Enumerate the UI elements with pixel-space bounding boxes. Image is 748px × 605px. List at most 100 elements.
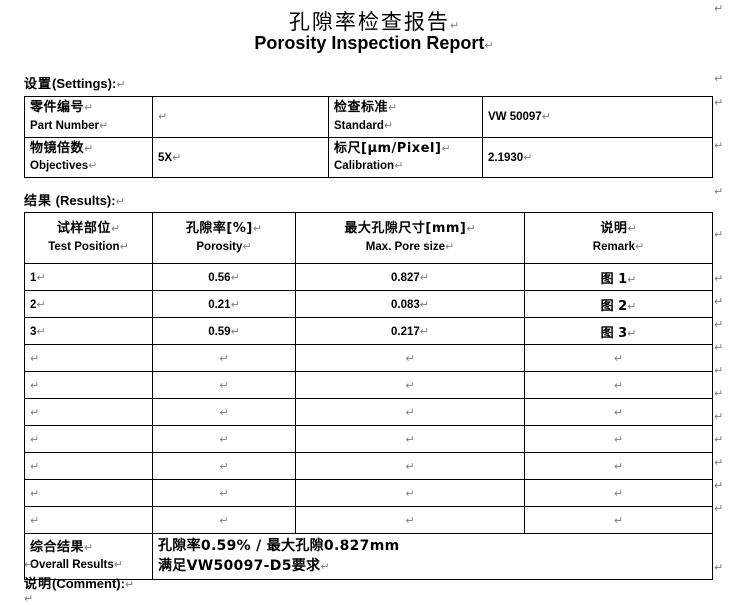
cell-max-pore-size[interactable]: ↵ [295, 398, 525, 426]
margin-pilcrow: ↵ [714, 433, 724, 446]
pilcrow: ↵ [541, 110, 551, 124]
pilcrow: ↵ [219, 351, 229, 365]
cell-test-position[interactable]: ↵ [24, 479, 153, 507]
cell-remark[interactable]: ↵ [524, 398, 713, 426]
settings-value-standard[interactable]: VW 50097↵ [482, 96, 713, 138]
cell-remark[interactable]: 图 2↵ [524, 290, 713, 318]
pilcrow: ↵ [110, 222, 121, 236]
cell-test-position[interactable]: ↵ [24, 344, 153, 372]
table-row: 1↵ 0.56↵ 0.827↵ 图 1↵ [24, 263, 713, 291]
pilcrow: ↵ [613, 459, 624, 473]
settings-value-objectives[interactable]: 5X↵ [152, 136, 329, 179]
margin-pilcrow: ↵ [714, 2, 724, 15]
cell-remark[interactable]: 图 1↵ [524, 263, 713, 291]
comment-heading-cn: 说明 [24, 577, 53, 592]
cell-test-position[interactable]: 3↵ [24, 317, 153, 345]
comment-body-pilcrow: ↵ [24, 592, 34, 605]
pilcrow: ↵ [36, 297, 46, 311]
table-row: ↵ ↵ ↵ ↵ [24, 425, 713, 453]
margin-pilcrow: ↵ [714, 228, 724, 241]
header-cn: 说明 [600, 221, 628, 237]
label-en: Objectives [30, 160, 89, 173]
cell-test-position[interactable]: ↵ [24, 506, 153, 534]
cell-porosity[interactable]: ↵ [152, 506, 296, 534]
pilcrow: ↵ [627, 326, 637, 340]
cell-test-position[interactable]: ↵ [24, 425, 153, 453]
label-cn: 检查标准 [334, 100, 389, 115]
cell-max-pore-size[interactable]: 0.827↵ [295, 263, 525, 291]
cell-text: 图 3 [600, 325, 628, 341]
pilcrow: ↵ [405, 513, 415, 527]
table-row: 零件编号↵ Part Number↵ ↵ 检查标准↵ Standard↵ VW … [24, 96, 713, 138]
cell-test-position[interactable]: ↵ [24, 371, 153, 399]
pilcrow: ↵ [113, 558, 123, 572]
cell-remark[interactable]: 图 3↵ [524, 317, 713, 345]
table-row: ↵ ↵ ↵ ↵ [24, 479, 713, 507]
comment-heading-en: (Comment): [52, 576, 125, 591]
cell-max-pore-size[interactable]: 0.217↵ [295, 317, 525, 345]
pilcrow: ↵ [219, 486, 229, 500]
overall-line-2: 满足VW50097-D5要求 [158, 558, 321, 575]
settings-value-calibration[interactable]: 2.1930↵ [482, 136, 713, 179]
cell-porosity[interactable]: ↵ [152, 479, 296, 507]
table-row: ↵ ↵ ↵ ↵ [24, 344, 713, 372]
cell-max-pore-size[interactable]: ↵ [295, 425, 525, 453]
header-en: Test Position [48, 241, 120, 254]
margin-pilcrow: ↵ [714, 96, 724, 109]
pilcrow: ↵ [30, 351, 40, 365]
pilcrow: ↵ [84, 101, 94, 114]
cell-remark[interactable]: ↵ [524, 479, 713, 507]
settings-heading-cn: 设置 [24, 77, 53, 92]
page-title-en: Porosity Inspection Report↵ [0, 33, 748, 54]
cell-remark[interactable]: ↵ [524, 425, 713, 453]
cell-porosity[interactable]: 0.56↵ [152, 263, 296, 291]
cell-porosity[interactable]: ↵ [152, 371, 296, 399]
cell-remark[interactable]: ↵ [524, 371, 713, 399]
cell-test-position[interactable]: 1↵ [24, 263, 153, 291]
cell-remark[interactable]: ↵ [524, 344, 713, 372]
cell-test-position[interactable]: 2↵ [24, 290, 153, 318]
cell-test-position[interactable]: ↵ [24, 452, 153, 480]
margin-pilcrow: ↵ [714, 341, 724, 354]
cell-max-pore-size[interactable]: 0.083↵ [295, 290, 525, 318]
pilcrow: ↵ [124, 578, 135, 591]
pilcrow: ↵ [466, 222, 476, 236]
pilcrow: ↵ [230, 270, 240, 284]
cell-porosity[interactable]: ↵ [152, 398, 296, 426]
table-header-row: 试样部位↵ Test Position↵ 孔隙率[%]↵ Porosity↵ 最… [24, 212, 713, 264]
value-text: VW 50097 [488, 111, 542, 124]
overall-results-value[interactable]: 孔隙率0.59% / 最大孔隙0.827mm 满足VW50097-D5要求↵ [152, 533, 713, 580]
cell-porosity[interactable]: ↵ [152, 425, 296, 453]
cell-porosity[interactable]: ↵ [152, 344, 296, 372]
pilcrow: ↵ [394, 159, 404, 173]
cell-porosity[interactable]: 0.59↵ [152, 317, 296, 345]
cell-max-pore-size[interactable]: ↵ [295, 506, 525, 534]
cell-test-position[interactable]: ↵ [24, 398, 153, 426]
overall-line-1: 孔隙率0.59% / 最大孔隙0.827mm [158, 538, 400, 554]
cell-porosity[interactable]: 0.21↵ [152, 290, 296, 318]
pilcrow: ↵ [523, 150, 533, 164]
cell-remark[interactable]: ↵ [524, 506, 713, 534]
cell-text: 2 [30, 298, 37, 311]
label-en: Calibration [334, 160, 395, 173]
pilcrow: ↵ [36, 324, 46, 338]
margin-pilcrow: ↵ [714, 295, 724, 308]
cell-max-pore-size[interactable]: ↵ [295, 479, 525, 507]
settings-label-objectives: 物镜倍数↵ Objectives↵ [24, 136, 153, 179]
cell-text: 0.217 [391, 325, 420, 338]
cell-max-pore-size[interactable]: ↵ [295, 371, 525, 399]
cell-porosity[interactable]: ↵ [152, 452, 296, 480]
table-row: ↵ ↵ ↵ ↵ [24, 371, 713, 399]
cell-remark[interactable]: ↵ [524, 452, 713, 480]
cell-max-pore-size[interactable]: ↵ [295, 452, 525, 480]
pilcrow: ↵ [84, 141, 94, 155]
settings-label-calibration: 标尺[μm/Pixel]↵ Calibration↵ [328, 136, 483, 179]
cell-max-pore-size[interactable]: ↵ [295, 344, 525, 372]
pilcrow: ↵ [219, 459, 229, 473]
pilcrow: ↵ [320, 560, 330, 574]
settings-value-part-number[interactable]: ↵ [152, 96, 329, 138]
label-cn: 标尺[μm/Pixel] [334, 140, 442, 156]
pilcrow: ↵ [172, 150, 182, 164]
cell-text: 0.59 [208, 325, 231, 338]
